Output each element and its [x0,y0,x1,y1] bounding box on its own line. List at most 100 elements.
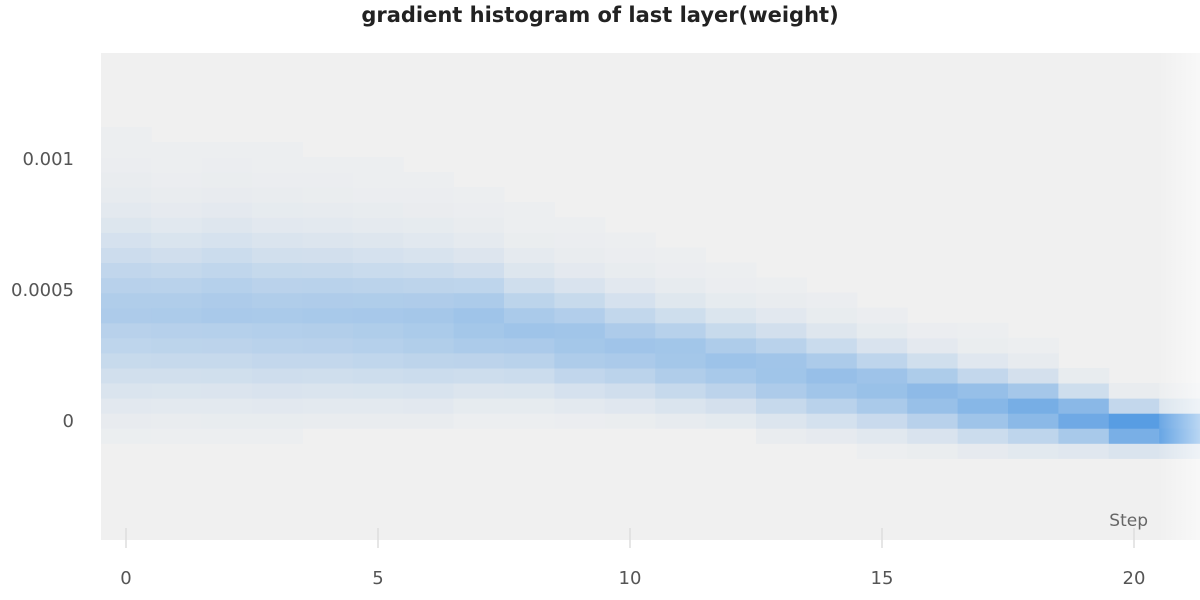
heatmap-cell [302,202,354,218]
heatmap-cell [756,352,807,369]
heatmap-cell [655,367,707,384]
heatmap-cell [907,443,959,459]
heatmap-cell [252,277,303,294]
heatmap-cell [352,352,404,369]
heatmap-cell [352,367,404,384]
heatmap-cell [554,398,606,414]
heatmap-cell [806,337,858,354]
heatmap-cell [655,292,707,309]
heatmap-cell [856,413,908,429]
heatmap-cell [101,142,152,158]
heatmap-cells [101,126,1200,459]
heatmap-cell [101,277,152,294]
heatmap-cell [1108,443,1160,459]
heatmap-cell [352,337,404,354]
heatmap-cell [252,413,303,429]
heatmap-cell [907,428,959,444]
heatmap-cell [1008,428,1059,444]
heatmap-cell [655,262,707,279]
heatmap-cell [453,307,505,324]
heatmap-cell [1008,383,1059,399]
heatmap-cell [756,428,807,444]
heatmap-cell [352,202,404,218]
heatmap-cell [756,307,807,324]
heatmap-cell [806,292,858,309]
heatmap-cell [856,428,908,444]
heatmap-cell [403,413,455,429]
heatmap-cell [201,428,253,444]
heatmap-cell [756,322,807,339]
heatmap-cell [252,202,303,218]
heatmap-cell [756,413,807,429]
heatmap-cell [252,262,303,279]
heatmap-cell [403,337,455,354]
x-tick-label: 20 [1123,568,1146,589]
heatmap-cell [705,277,757,294]
heatmap-cell [302,322,354,339]
heatmap-cell [504,262,555,279]
heatmap-cell [604,398,656,414]
heatmap-cell [352,322,404,339]
heatmap-cell [655,277,707,294]
heatmap-cell [252,187,303,203]
heatmap-cell [504,352,555,369]
heatmap-cell [201,202,253,218]
heatmap-cell [352,398,404,414]
heatmap-cell [604,352,656,369]
heatmap-cell [201,398,253,414]
heatmap-cell [151,172,203,188]
heatmap-cell [604,262,656,279]
heatmap-cell [705,367,757,384]
heatmap-cell [453,262,505,279]
heatmap-cell [504,337,555,354]
heatmap-cell [655,247,707,263]
heatmap-cell [604,367,656,384]
heatmap-cell [554,262,606,279]
heatmap-cell [1058,367,1110,384]
heatmap-cell [856,398,908,414]
heatmap-cell [252,428,303,444]
heatmap-cell [352,292,404,309]
heatmap-cell [504,398,555,414]
heatmap-cell [101,367,152,384]
heatmap-cell [101,352,152,369]
heatmap-cell [907,322,959,339]
heatmap-cell [252,172,303,188]
heatmap-cell [252,217,303,233]
heatmap-cell [907,367,959,384]
heatmap-cell [957,337,1009,354]
heatmap-cell [1108,398,1160,414]
heatmap-cell [907,398,959,414]
heatmap-cell [1058,413,1110,429]
heatmap-cell [504,383,555,399]
heatmap-cell [252,247,303,263]
heatmap-cell [856,337,908,354]
heatmap-cell [302,277,354,294]
heatmap-cell [201,292,253,309]
y-tick-label: 0.0005 [11,280,74,301]
heatmap-cell [302,262,354,279]
chart-title: gradient histogram of last layer(weight) [361,3,838,27]
heatmap-cell [201,367,253,384]
heatmap-cell [655,383,707,399]
heatmap-cell [756,292,807,309]
heatmap-cell [151,398,203,414]
heatmap-cell [705,352,757,369]
heatmap-cell [957,443,1009,459]
heatmap-cell [604,247,656,263]
heatmap-cell [806,428,858,444]
heatmap-cell [101,187,152,203]
heatmap-cell [1008,367,1059,384]
heatmap-cell [756,383,807,399]
heatmap-cell [201,352,253,369]
heatmap-cell [403,247,455,263]
heatmap-cell [151,383,203,399]
heatmap-cell [957,428,1009,444]
x-tick-label: 0 [120,568,131,589]
x-tick-label: 10 [619,568,642,589]
x-tick-label: 5 [372,568,383,589]
right-edge-fade [1158,53,1200,540]
heatmap-cell [201,322,253,339]
heatmap-cell [252,142,303,158]
heatmap-cell [352,262,404,279]
